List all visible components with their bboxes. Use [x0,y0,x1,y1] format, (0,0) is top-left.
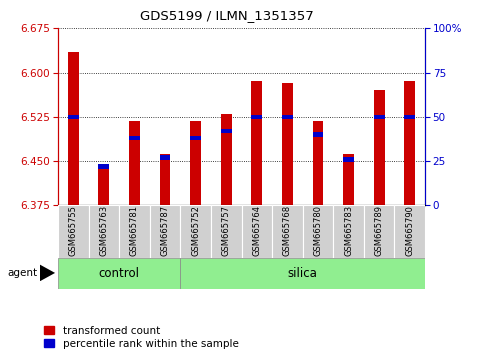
Polygon shape [40,264,55,281]
Bar [211,205,242,258]
Bar [190,121,201,205]
Bar [180,205,211,258]
Bar [160,155,170,160]
Bar [252,115,262,119]
Text: GSM665768: GSM665768 [283,205,292,256]
Bar [190,136,201,140]
Bar [272,205,303,258]
Bar [129,136,140,140]
Bar [364,205,395,258]
Bar [68,52,79,205]
Text: GDS5199 / ILMN_1351357: GDS5199 / ILMN_1351357 [140,9,314,22]
Bar [129,121,140,205]
Bar [119,205,150,258]
Text: GSM665780: GSM665780 [313,205,323,256]
Bar [343,154,354,205]
Text: GSM665764: GSM665764 [252,205,261,256]
Text: GSM665789: GSM665789 [375,205,384,256]
Bar [150,205,180,258]
Bar [313,132,323,137]
Bar [374,90,384,205]
Text: GSM665787: GSM665787 [160,205,170,256]
Bar [221,114,231,205]
Bar [313,121,323,205]
Bar [303,205,333,258]
Bar [282,115,293,119]
Bar [68,115,79,119]
Bar [252,81,262,205]
Bar [374,115,384,119]
Bar [242,205,272,258]
Text: GSM665757: GSM665757 [222,205,231,256]
Text: GSM665790: GSM665790 [405,205,414,256]
Bar [333,205,364,258]
Legend: transformed count, percentile rank within the sample: transformed count, percentile rank withi… [44,326,239,349]
Bar [88,205,119,258]
Bar [99,165,109,205]
Bar [404,115,415,119]
Bar [395,205,425,258]
Bar [58,205,88,258]
Bar [221,129,231,133]
Text: GSM665752: GSM665752 [191,205,200,256]
Bar [282,82,293,205]
Text: GSM665755: GSM665755 [69,205,78,256]
Text: control: control [99,267,140,280]
Text: GSM665763: GSM665763 [99,205,108,256]
Bar [180,258,425,289]
Bar [99,164,109,169]
Bar [404,81,415,205]
Text: GSM665783: GSM665783 [344,205,353,256]
Text: silica: silica [288,267,318,280]
Bar [343,157,354,161]
Bar [160,154,170,205]
Bar [58,258,180,289]
Text: GSM665781: GSM665781 [130,205,139,256]
Text: agent: agent [7,268,37,278]
